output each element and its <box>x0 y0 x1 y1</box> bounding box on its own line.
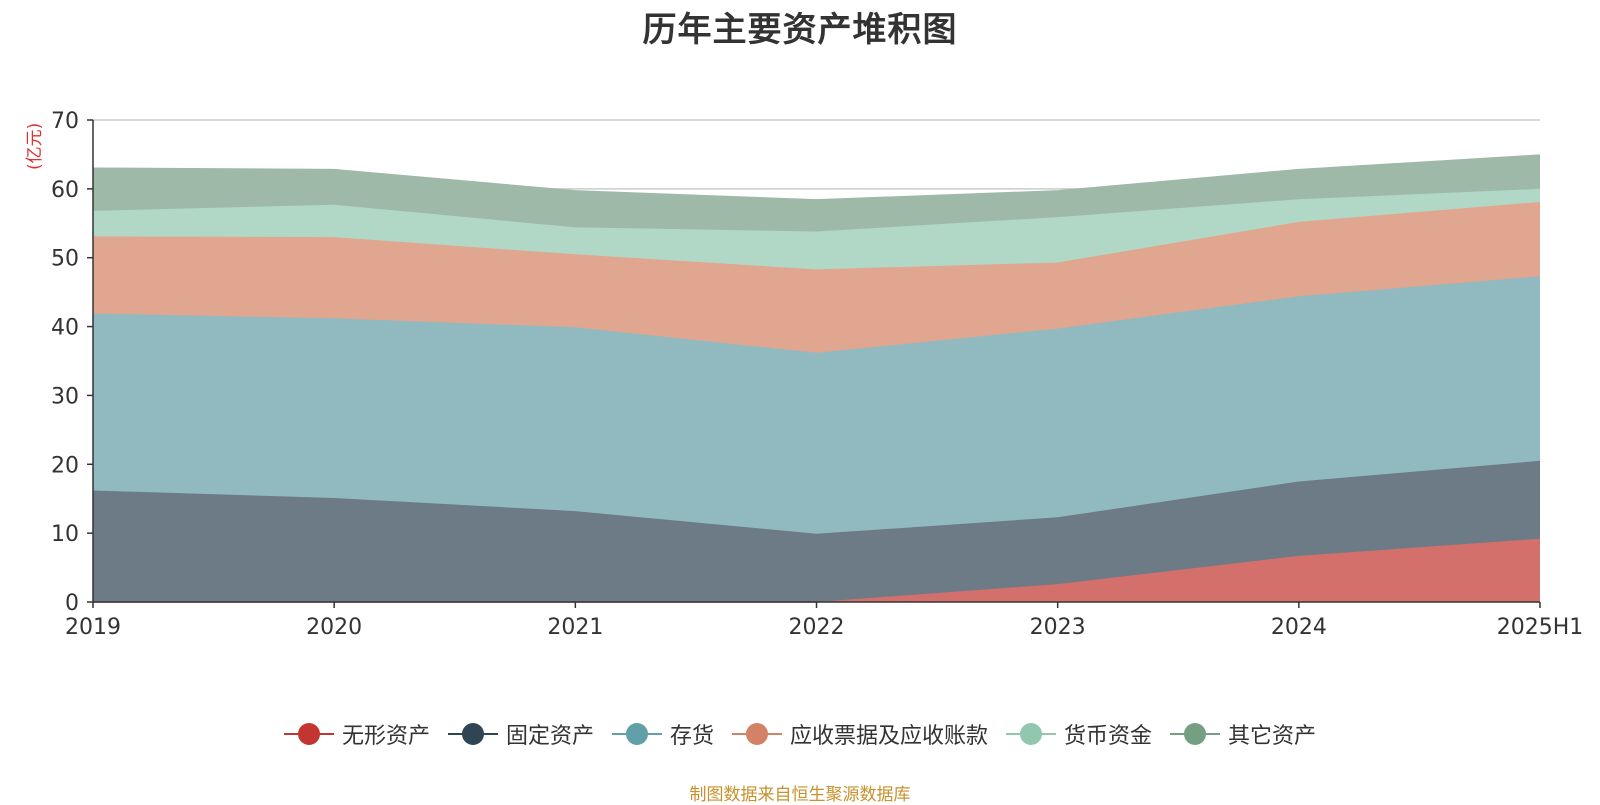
x-tick-label: 2021 <box>547 615 603 640</box>
chart-title: 历年主要资产堆积图 <box>642 10 958 50</box>
legend-marker-icon <box>1006 722 1057 746</box>
legend-item-5[interactable]: 货币资金 <box>1006 718 1152 750</box>
y-tick-label: 60 <box>51 178 79 203</box>
y-tick-label: 10 <box>51 522 79 547</box>
axes: 0 10 20 30 40 50 60 70 2019 2020 2021 2022 2023 2024 2… <box>51 109 1583 640</box>
area-series-5 <box>93 188 1540 270</box>
area-series <box>92 154 1541 603</box>
area-series-2 <box>93 460 1540 602</box>
legend-label: 货币资金 <box>1064 724 1153 749</box>
legend-label: 固定资产 <box>505 724 594 749</box>
legend-item-6[interactable]: 其它资产 <box>1170 718 1316 750</box>
legend-label: 存货 <box>669 724 714 749</box>
chart-area: 0 10 20 30 40 50 60 70 2019 2020 2021 2022 2023 2024 2… <box>51 109 1583 640</box>
area-series-1 <box>93 538 1540 602</box>
x-tick-label: 2023 <box>1030 615 1086 640</box>
legend-marker-icon <box>1170 722 1221 746</box>
area-edge-6 <box>92 154 1541 201</box>
legend-item-4[interactable]: 应收票据及应收账款 <box>732 718 988 750</box>
x-tick-label: 2022 <box>789 615 845 640</box>
area-series-3 <box>93 276 1540 534</box>
y-tick-label: 20 <box>51 453 79 478</box>
x-tick-label: 2024 <box>1271 615 1327 640</box>
y-tick-label: 50 <box>51 247 79 272</box>
legend-item-2[interactable]: 固定资产 <box>447 718 594 750</box>
legend-marker-icon <box>447 722 498 746</box>
x-tick-label: 2020 <box>306 615 362 640</box>
legend-marker-icon <box>732 722 782 746</box>
legend-marker-icon <box>611 722 662 746</box>
y-tick-label: 40 <box>51 316 79 341</box>
legend-item-3[interactable]: 存货 <box>611 718 714 750</box>
legend-marker-icon <box>283 722 334 746</box>
source-note: 制图数据来自恒生聚源数据库 <box>689 785 911 805</box>
legend-label: 应收票据及应收账款 <box>790 724 989 749</box>
x-tick-label: 2019 <box>65 615 121 640</box>
area-series-6 <box>93 155 1540 232</box>
area-series-4 <box>93 201 1540 353</box>
legend: 无形资产 固定资产 存货 应收票据及应收账款 货币资金 其它资产 <box>0 718 1600 750</box>
legend-label: 无形资产 <box>341 724 430 749</box>
y-tick-label: 70 <box>51 109 79 134</box>
x-tick-label: 2025H1 <box>1497 615 1584 640</box>
y-tick-label: 30 <box>51 384 79 409</box>
legend-label: 其它资产 <box>1228 724 1317 749</box>
legend-item-1[interactable]: 无形资产 <box>283 718 430 750</box>
y-tick-label: 0 <box>65 591 79 616</box>
